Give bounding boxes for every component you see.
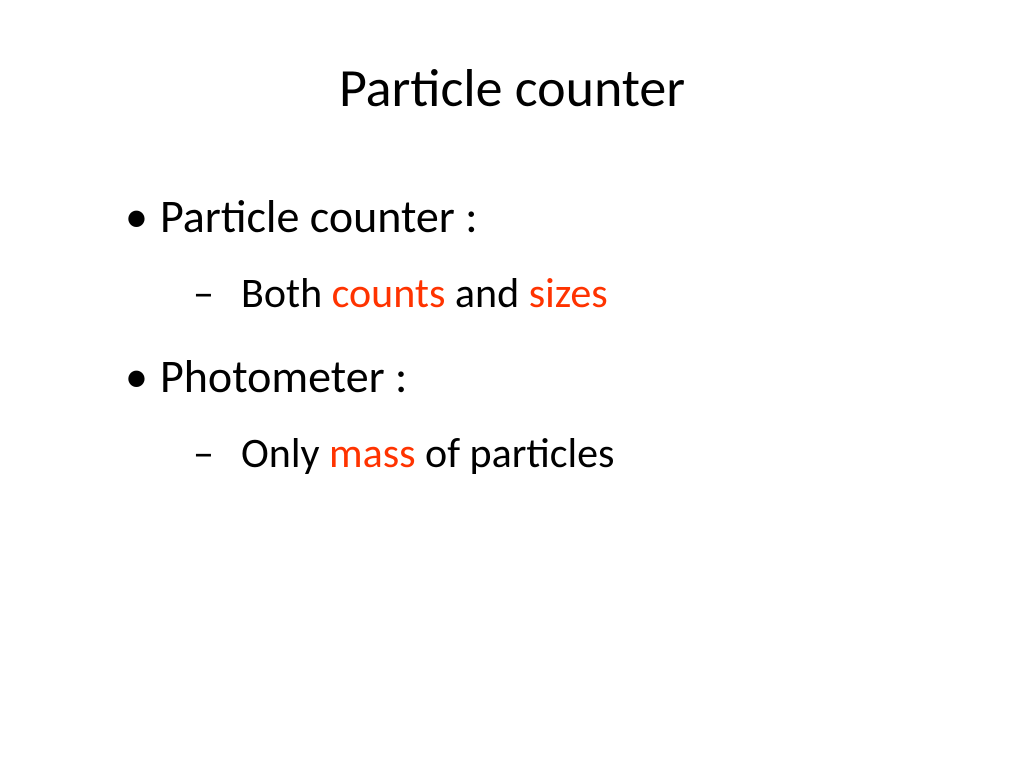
bullet-text: Only mass of particles xyxy=(241,429,944,479)
dash-marker-icon: – xyxy=(193,429,241,479)
bullet-item: – Only mass of particles xyxy=(193,429,944,479)
text-run-highlight: counts xyxy=(332,268,446,319)
text-run: and xyxy=(445,268,528,319)
slide-title: Particle counter xyxy=(0,55,1024,121)
text-run-highlight: sizes xyxy=(529,268,608,319)
bullet-text: Particle counter : xyxy=(160,190,944,245)
text-run: Both xyxy=(241,268,332,319)
bullet-text: Both counts and sizes xyxy=(241,269,944,319)
slide-content: • Particle counter : – Both counts and s… xyxy=(115,190,944,509)
text-run-highlight: mass xyxy=(329,428,416,479)
bullet-marker-icon: • xyxy=(115,350,160,405)
text-run: of particles xyxy=(416,428,615,479)
bullet-text: Photometer : xyxy=(160,350,944,405)
bullet-item: • Particle counter : xyxy=(115,190,944,245)
bullet-item: • Photometer : xyxy=(115,350,944,405)
bullet-item: – Both counts and sizes xyxy=(193,269,944,319)
bullet-marker-icon: • xyxy=(115,190,160,245)
text-run: Only xyxy=(241,428,329,479)
dash-marker-icon: – xyxy=(193,269,241,319)
